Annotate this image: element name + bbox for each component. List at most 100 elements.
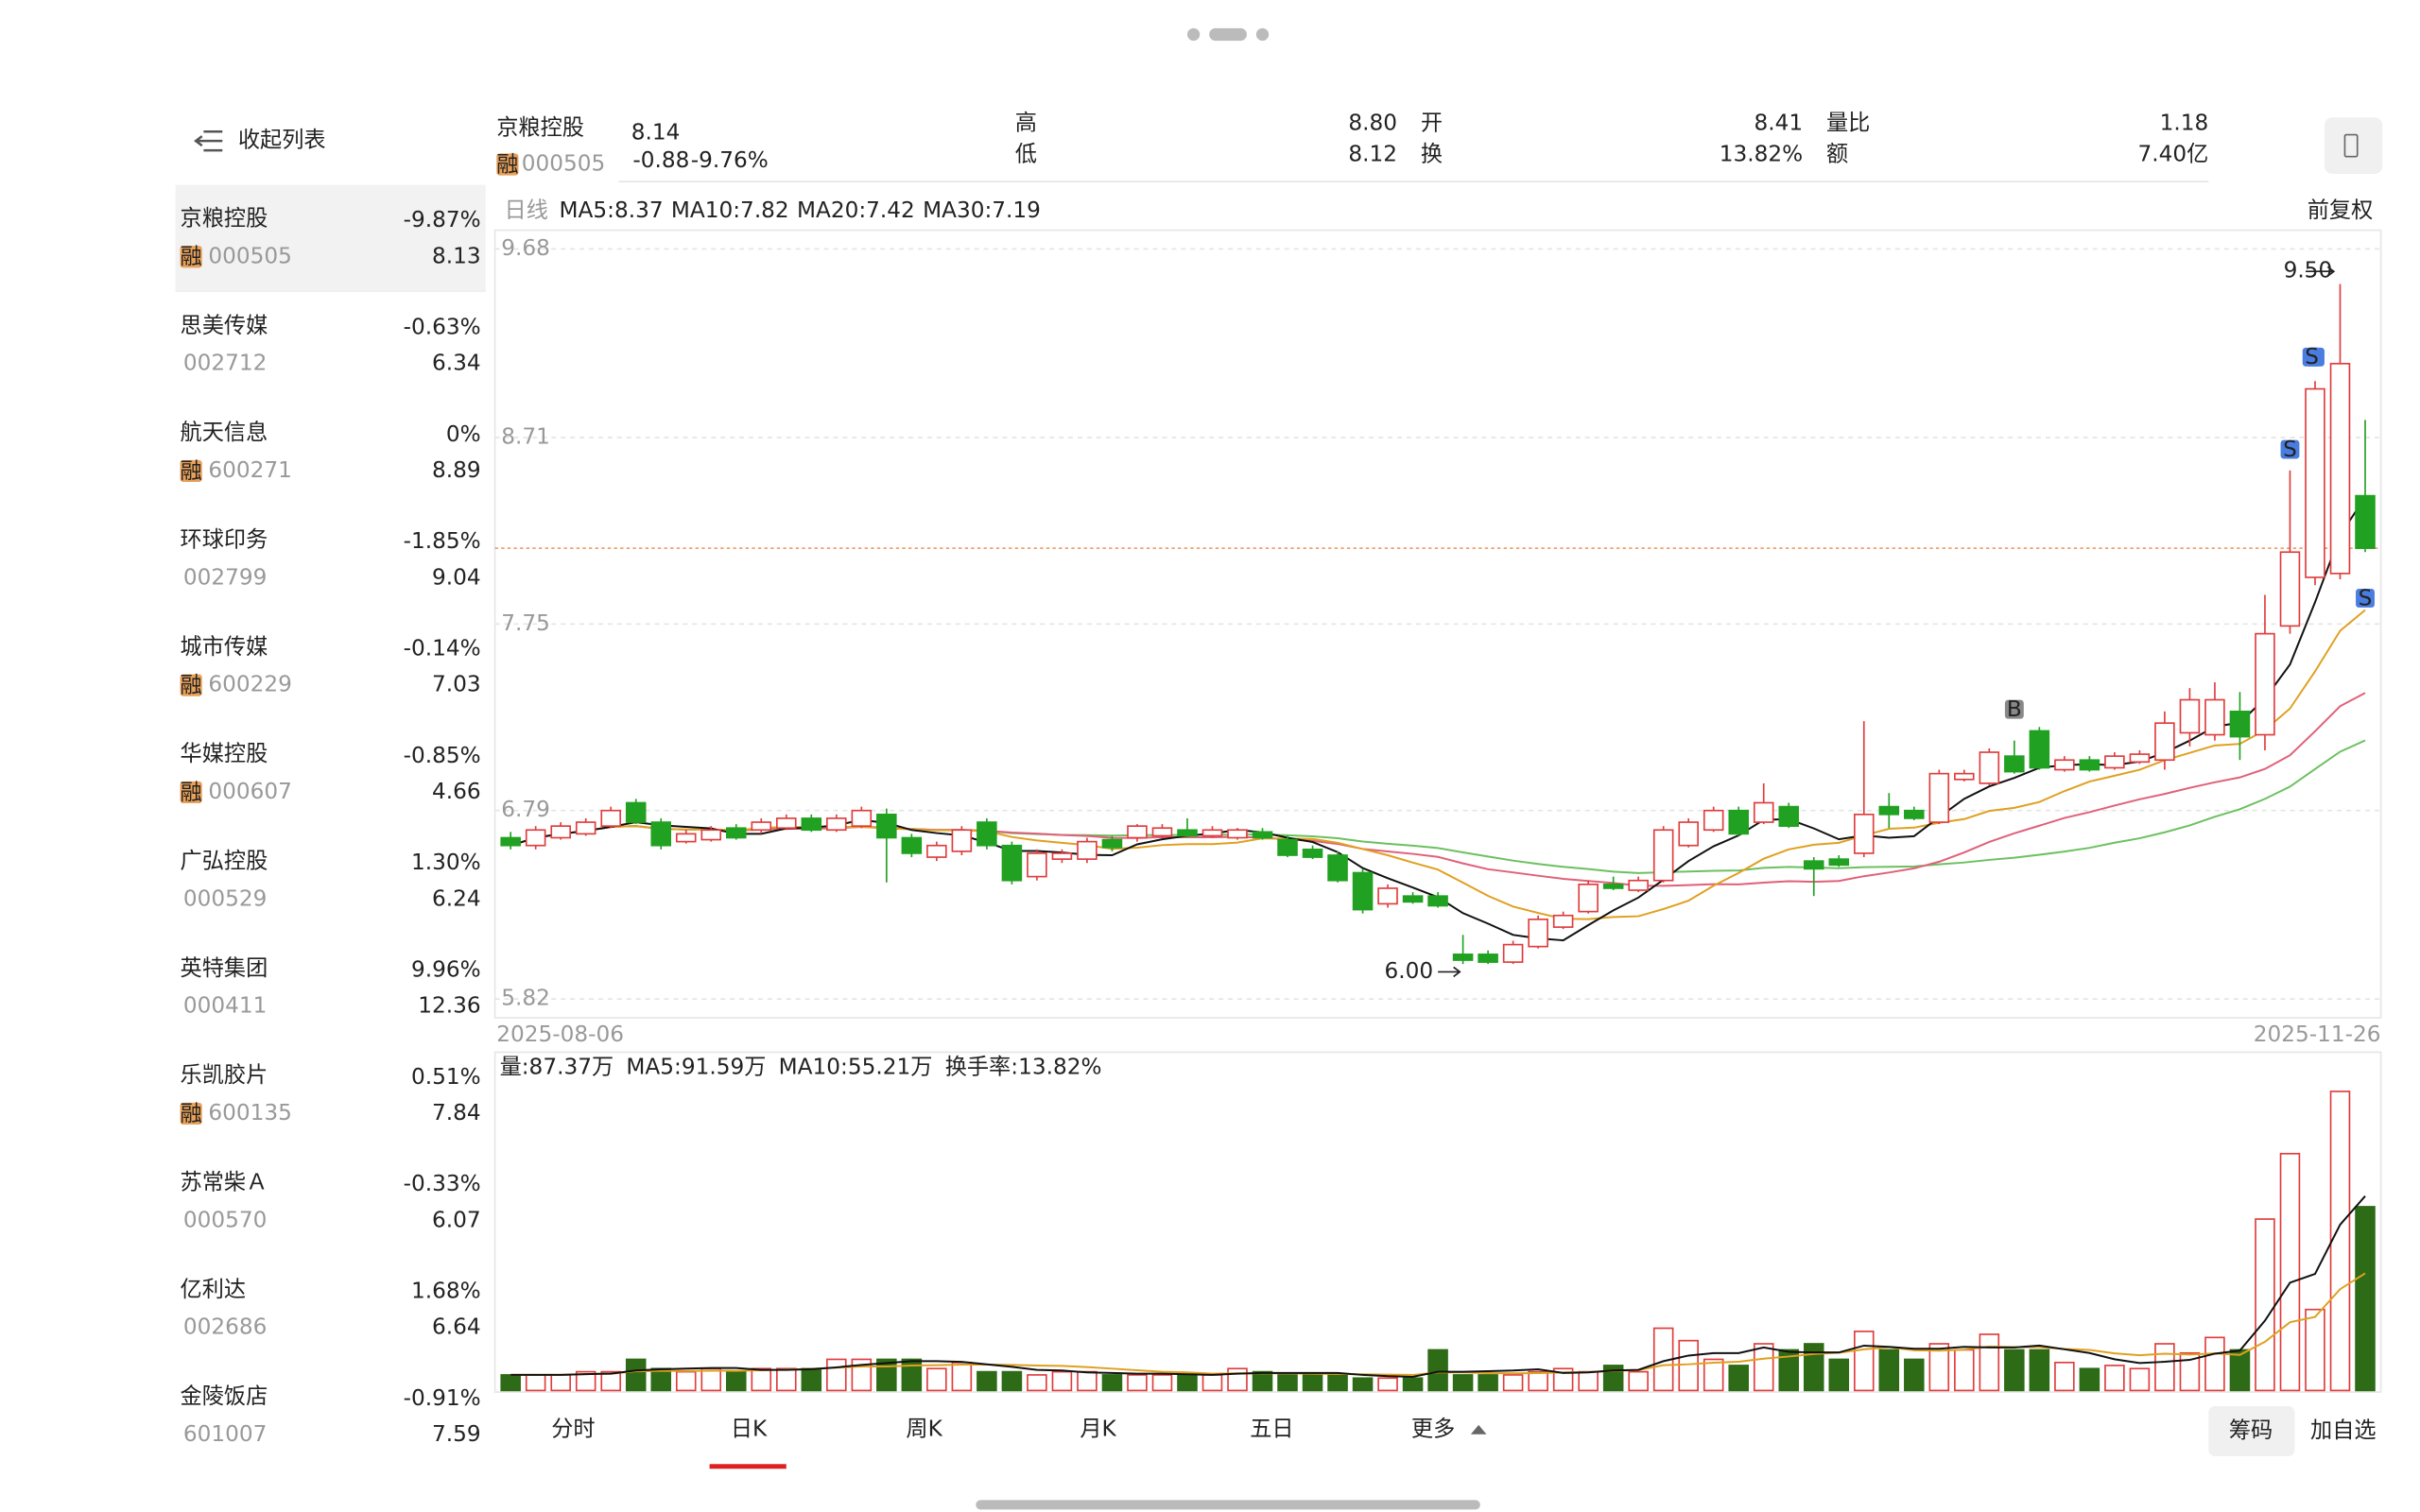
stock-row[interactable] — [176, 720, 486, 827]
stock-change: 1.68% — [411, 1279, 481, 1304]
stock-row[interactable] — [176, 292, 486, 399]
stock-price: 8.89 — [432, 457, 481, 483]
high-annotation: 9.50 — [2284, 258, 2333, 284]
stock-name: 英特集团 — [181, 955, 268, 981]
candle-body — [1177, 829, 1198, 837]
stock-code: 601007 — [183, 1421, 268, 1447]
stock-change: 0% — [446, 421, 481, 447]
candle-body — [1001, 844, 1023, 882]
stock-row[interactable] — [176, 935, 486, 1041]
volume-bar — [2179, 1351, 2201, 1392]
candle-body — [1127, 825, 1148, 839]
stock-name: 京粮控股 — [181, 205, 268, 231]
candle-body — [1904, 809, 1925, 819]
stat-value: 7.40亿 — [2137, 142, 2208, 167]
layout-button[interactable] — [2324, 117, 2383, 174]
stock-change: -0.85% — [404, 743, 481, 768]
volume-bar — [1928, 1343, 1950, 1392]
volume-bar — [776, 1367, 797, 1392]
volume-legend: MA5:91.59万 — [626, 1055, 766, 1080]
stock-row[interactable] — [176, 613, 486, 720]
period-tab[interactable]: 日K — [731, 1416, 768, 1441]
margin-badge — [496, 153, 519, 176]
stock-code: 000505 — [522, 151, 606, 177]
candle-body — [2204, 698, 2225, 736]
candle-body — [801, 817, 822, 832]
volume-bar — [2305, 1308, 2325, 1392]
margin-badge — [180, 246, 202, 268]
ma-legend: MA30:7.19 — [923, 198, 1041, 223]
candle-body — [1227, 829, 1248, 839]
volume-bar — [675, 1370, 697, 1392]
stock-price: 8.13 — [432, 243, 481, 268]
stock-row[interactable] — [176, 828, 486, 935]
candle-body — [1027, 852, 1047, 878]
candle-body — [951, 829, 973, 852]
stock-row[interactable] — [176, 1363, 486, 1469]
volume-bar — [1828, 1358, 1850, 1392]
chips-label[interactable]: 筹码 — [2229, 1418, 2273, 1443]
candle-body — [1077, 840, 1098, 860]
candle-body — [1854, 813, 1875, 854]
y-tick-label: 9.68 — [501, 235, 550, 261]
stock-price: 6.34 — [432, 351, 481, 376]
period-tab[interactable]: 更多 — [1411, 1416, 1455, 1441]
period-tab[interactable]: 五日 — [1250, 1416, 1293, 1441]
collapse-icon[interactable] — [194, 129, 223, 152]
ma20-line — [510, 692, 2366, 887]
stock-price: 7.03 — [432, 672, 481, 697]
stock-change: 1.30% — [411, 850, 481, 875]
stock-row[interactable] — [176, 185, 486, 292]
volume-bar — [1753, 1343, 1774, 1392]
candle-body — [1101, 838, 1123, 849]
stock-row[interactable] — [176, 507, 486, 613]
stock-row[interactable] — [176, 399, 486, 506]
stock-code: 002799 — [183, 564, 268, 590]
candle-body — [1753, 801, 1774, 823]
candle-body — [500, 836, 521, 847]
stock-row[interactable] — [176, 1256, 486, 1363]
y-tick-label: 5.82 — [501, 986, 550, 1011]
margin-badge — [180, 1102, 202, 1125]
layout-icon — [2343, 133, 2359, 158]
candle-body — [550, 825, 571, 839]
volume-bar — [1252, 1370, 1273, 1392]
stock-row[interactable] — [176, 1041, 486, 1148]
candle-body — [2179, 698, 2201, 734]
low-annotation: 6.00 — [1384, 958, 1433, 984]
candle-body — [2079, 759, 2100, 771]
candle-body — [1151, 827, 1173, 837]
period-tab[interactable]: 分时 — [551, 1416, 595, 1441]
candle-body — [901, 836, 923, 854]
period-label: 日线 — [505, 198, 548, 223]
volume-bar — [1778, 1349, 1800, 1392]
volume-bar — [1904, 1358, 1925, 1392]
volume-bar — [1027, 1374, 1047, 1392]
stock-price: 6.07 — [432, 1207, 481, 1232]
volume-bar — [826, 1358, 847, 1392]
volume-bar — [951, 1361, 973, 1392]
collapse-label[interactable]: 收起列表 — [238, 128, 326, 153]
period-tab[interactable]: 月K — [1080, 1416, 1116, 1441]
candle-body — [1327, 854, 1348, 882]
candle-body — [1828, 858, 1850, 867]
signal-marker — [2302, 347, 2322, 367]
volume-bar — [1051, 1370, 1073, 1392]
adjust-label[interactable]: 前复权 — [2308, 198, 2374, 223]
margin-badge-text: 融 — [496, 151, 518, 177]
candle-body — [851, 809, 873, 827]
period-tab[interactable]: 周K — [906, 1416, 942, 1441]
low-arrow — [1438, 966, 1461, 978]
add-watchlist[interactable]: 加自选 — [2310, 1418, 2377, 1443]
stock-price: 7.84 — [432, 1100, 481, 1125]
volume-bar — [1979, 1333, 2000, 1392]
chips-button[interactable] — [2208, 1405, 2295, 1456]
candle-body — [1552, 914, 1574, 928]
candle-body — [2154, 722, 2175, 762]
volume-bar — [2204, 1336, 2225, 1392]
stat-label: 低 — [1015, 142, 1037, 167]
candle-body — [1452, 954, 1474, 961]
stat-label: 高 — [1015, 110, 1037, 135]
stock-row[interactable] — [176, 1149, 486, 1256]
volume-bar — [901, 1358, 923, 1392]
